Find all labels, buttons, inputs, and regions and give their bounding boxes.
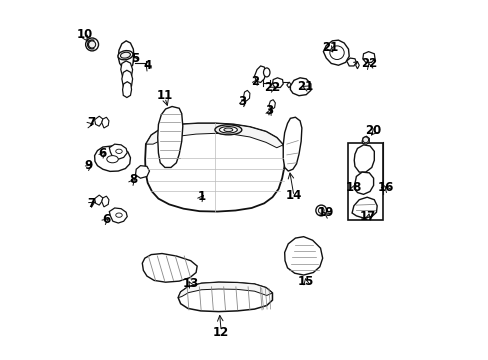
Text: 21: 21 (297, 80, 313, 93)
Polygon shape (178, 282, 272, 298)
Ellipse shape (214, 125, 241, 135)
Ellipse shape (120, 52, 130, 58)
Ellipse shape (106, 156, 118, 163)
Text: 2: 2 (251, 75, 259, 88)
Polygon shape (355, 62, 359, 69)
Text: 14: 14 (285, 189, 302, 202)
Text: 5: 5 (131, 51, 139, 64)
Polygon shape (102, 117, 109, 128)
Circle shape (315, 205, 326, 216)
Text: 3: 3 (238, 95, 246, 108)
Ellipse shape (116, 213, 122, 217)
Polygon shape (122, 82, 131, 98)
Ellipse shape (118, 51, 133, 60)
Text: 16: 16 (377, 181, 393, 194)
Circle shape (318, 208, 324, 213)
Polygon shape (142, 253, 197, 282)
Circle shape (85, 38, 99, 51)
Polygon shape (94, 116, 102, 126)
Text: 10: 10 (77, 28, 93, 41)
Text: 9: 9 (84, 159, 92, 172)
Polygon shape (145, 123, 285, 212)
Ellipse shape (263, 68, 269, 77)
Polygon shape (284, 237, 322, 275)
Text: 12: 12 (213, 326, 229, 339)
Text: 7: 7 (87, 197, 95, 210)
Text: 6: 6 (102, 213, 110, 226)
Text: 11: 11 (157, 89, 173, 102)
Text: 3: 3 (265, 104, 273, 117)
Text: 6: 6 (99, 147, 107, 159)
Polygon shape (283, 117, 301, 171)
Ellipse shape (219, 127, 237, 133)
Polygon shape (243, 90, 249, 101)
Text: 7: 7 (87, 116, 95, 129)
Text: 22: 22 (361, 57, 377, 70)
Text: 17: 17 (359, 210, 376, 223)
Polygon shape (135, 166, 149, 178)
Text: 13: 13 (182, 278, 199, 291)
Text: 8: 8 (129, 173, 137, 186)
Circle shape (88, 41, 96, 48)
Polygon shape (178, 282, 272, 312)
Polygon shape (362, 51, 374, 62)
Polygon shape (268, 100, 275, 110)
Polygon shape (351, 197, 376, 218)
Polygon shape (362, 136, 368, 144)
Polygon shape (323, 40, 348, 65)
Circle shape (362, 137, 368, 143)
Polygon shape (94, 195, 102, 205)
Polygon shape (145, 123, 283, 148)
Ellipse shape (329, 46, 344, 59)
Text: 18: 18 (345, 181, 361, 194)
Text: 19: 19 (317, 207, 334, 220)
Polygon shape (346, 58, 356, 66)
Polygon shape (353, 172, 373, 194)
Text: 21: 21 (322, 41, 338, 54)
FancyBboxPatch shape (348, 143, 382, 220)
Polygon shape (158, 107, 183, 167)
Polygon shape (109, 144, 127, 159)
Text: 22: 22 (264, 81, 280, 94)
Polygon shape (102, 196, 109, 207)
Polygon shape (94, 146, 130, 171)
Polygon shape (254, 66, 265, 82)
Ellipse shape (224, 128, 232, 132)
Polygon shape (290, 78, 310, 96)
Polygon shape (353, 145, 373, 172)
Ellipse shape (116, 149, 122, 153)
Polygon shape (118, 41, 134, 69)
Polygon shape (272, 78, 283, 87)
Text: 4: 4 (143, 59, 151, 72)
Polygon shape (286, 82, 290, 88)
Text: 1: 1 (197, 190, 205, 203)
Polygon shape (109, 208, 127, 223)
Text: 15: 15 (297, 275, 314, 288)
Polygon shape (121, 61, 132, 79)
Text: 20: 20 (365, 124, 381, 137)
Polygon shape (122, 70, 132, 90)
